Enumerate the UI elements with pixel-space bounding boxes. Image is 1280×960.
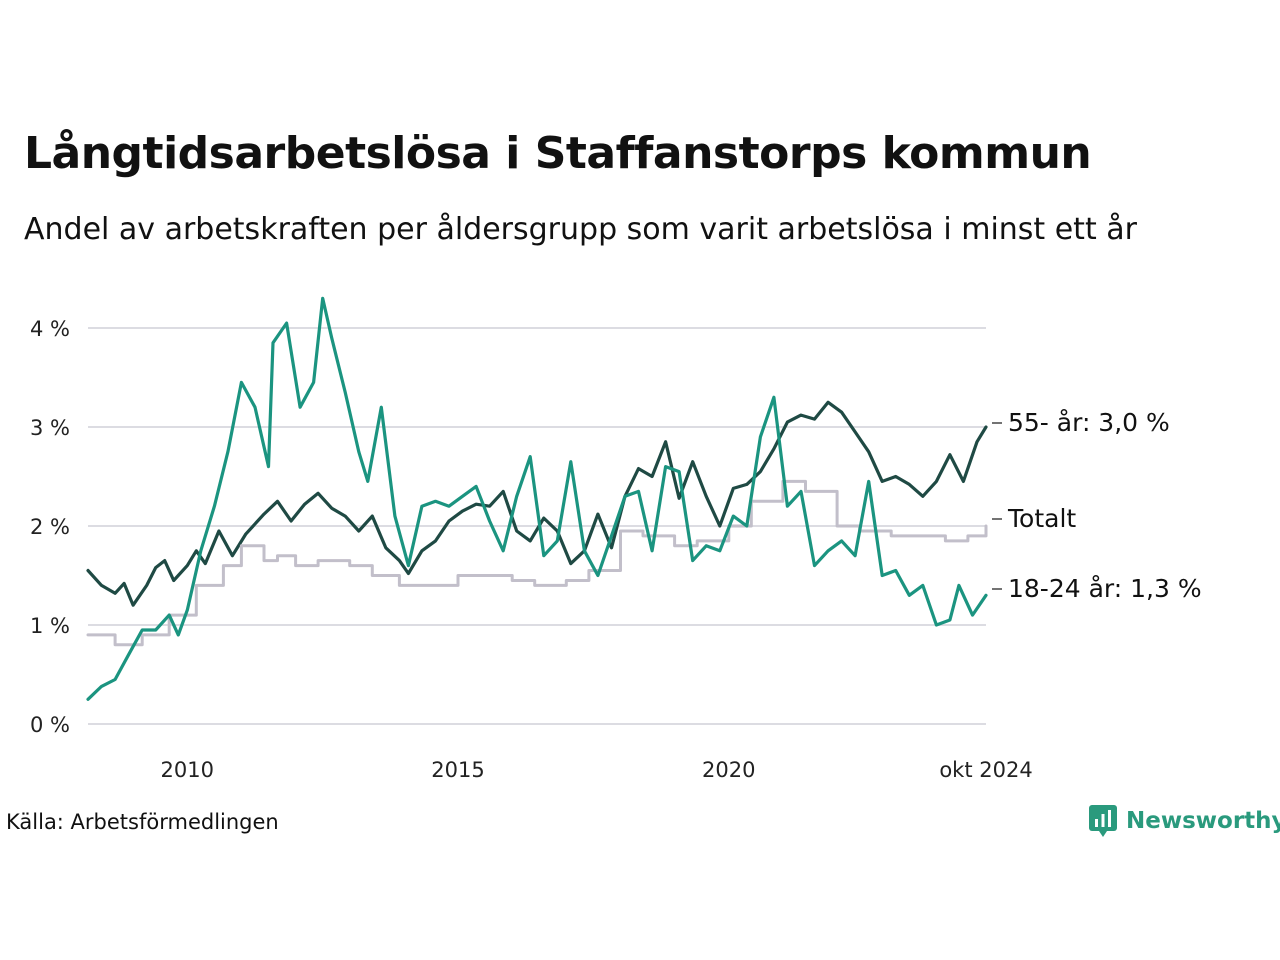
source-note: Källa: Arbetsförmedlingen — [6, 810, 279, 834]
brand-name: Newsworthy — [1126, 808, 1280, 834]
x-tick-label: 2010 — [161, 758, 214, 782]
series-line-s55 — [86, 400, 988, 607]
series-line-s1824 — [86, 296, 988, 701]
x-tick-label: okt 2024 — [939, 758, 1032, 782]
y-tick-label: 2 % — [30, 515, 70, 539]
newsworthy-logo-icon — [1089, 805, 1117, 837]
y-tick-label: 3 % — [30, 416, 70, 440]
end-label-total: Totalt — [1007, 504, 1076, 533]
brand-logo: Newsworthy — [1088, 804, 1280, 838]
y-tick-label: 0 % — [30, 713, 70, 737]
end-label-s55: 55- år: 3,0 % — [1008, 408, 1170, 437]
end-labels: 55- år: 3,0 % Totalt 18-24 år: 1,3 % — [992, 408, 1202, 603]
x-tick-label: 2020 — [702, 758, 755, 782]
y-tick-label: 4 % — [30, 317, 70, 341]
end-label-s1824: 18-24 år: 1,3 % — [1008, 574, 1202, 603]
series-lines — [86, 296, 988, 701]
x-axis-ticks: 2010 2015 2020 okt 2024 — [161, 758, 1033, 782]
x-tick-label: 2015 — [431, 758, 484, 782]
series-line-total — [86, 479, 988, 647]
y-tick-label: 1 % — [30, 614, 70, 638]
y-axis-ticks: 0 % 1 % 2 % 3 % 4 % — [30, 317, 70, 737]
chart-subtitle: Andel av arbetskraften per åldersgrupp s… — [24, 212, 1137, 247]
chart-title: Långtidsarbetslösa i Staffanstorps kommu… — [24, 128, 1092, 179]
